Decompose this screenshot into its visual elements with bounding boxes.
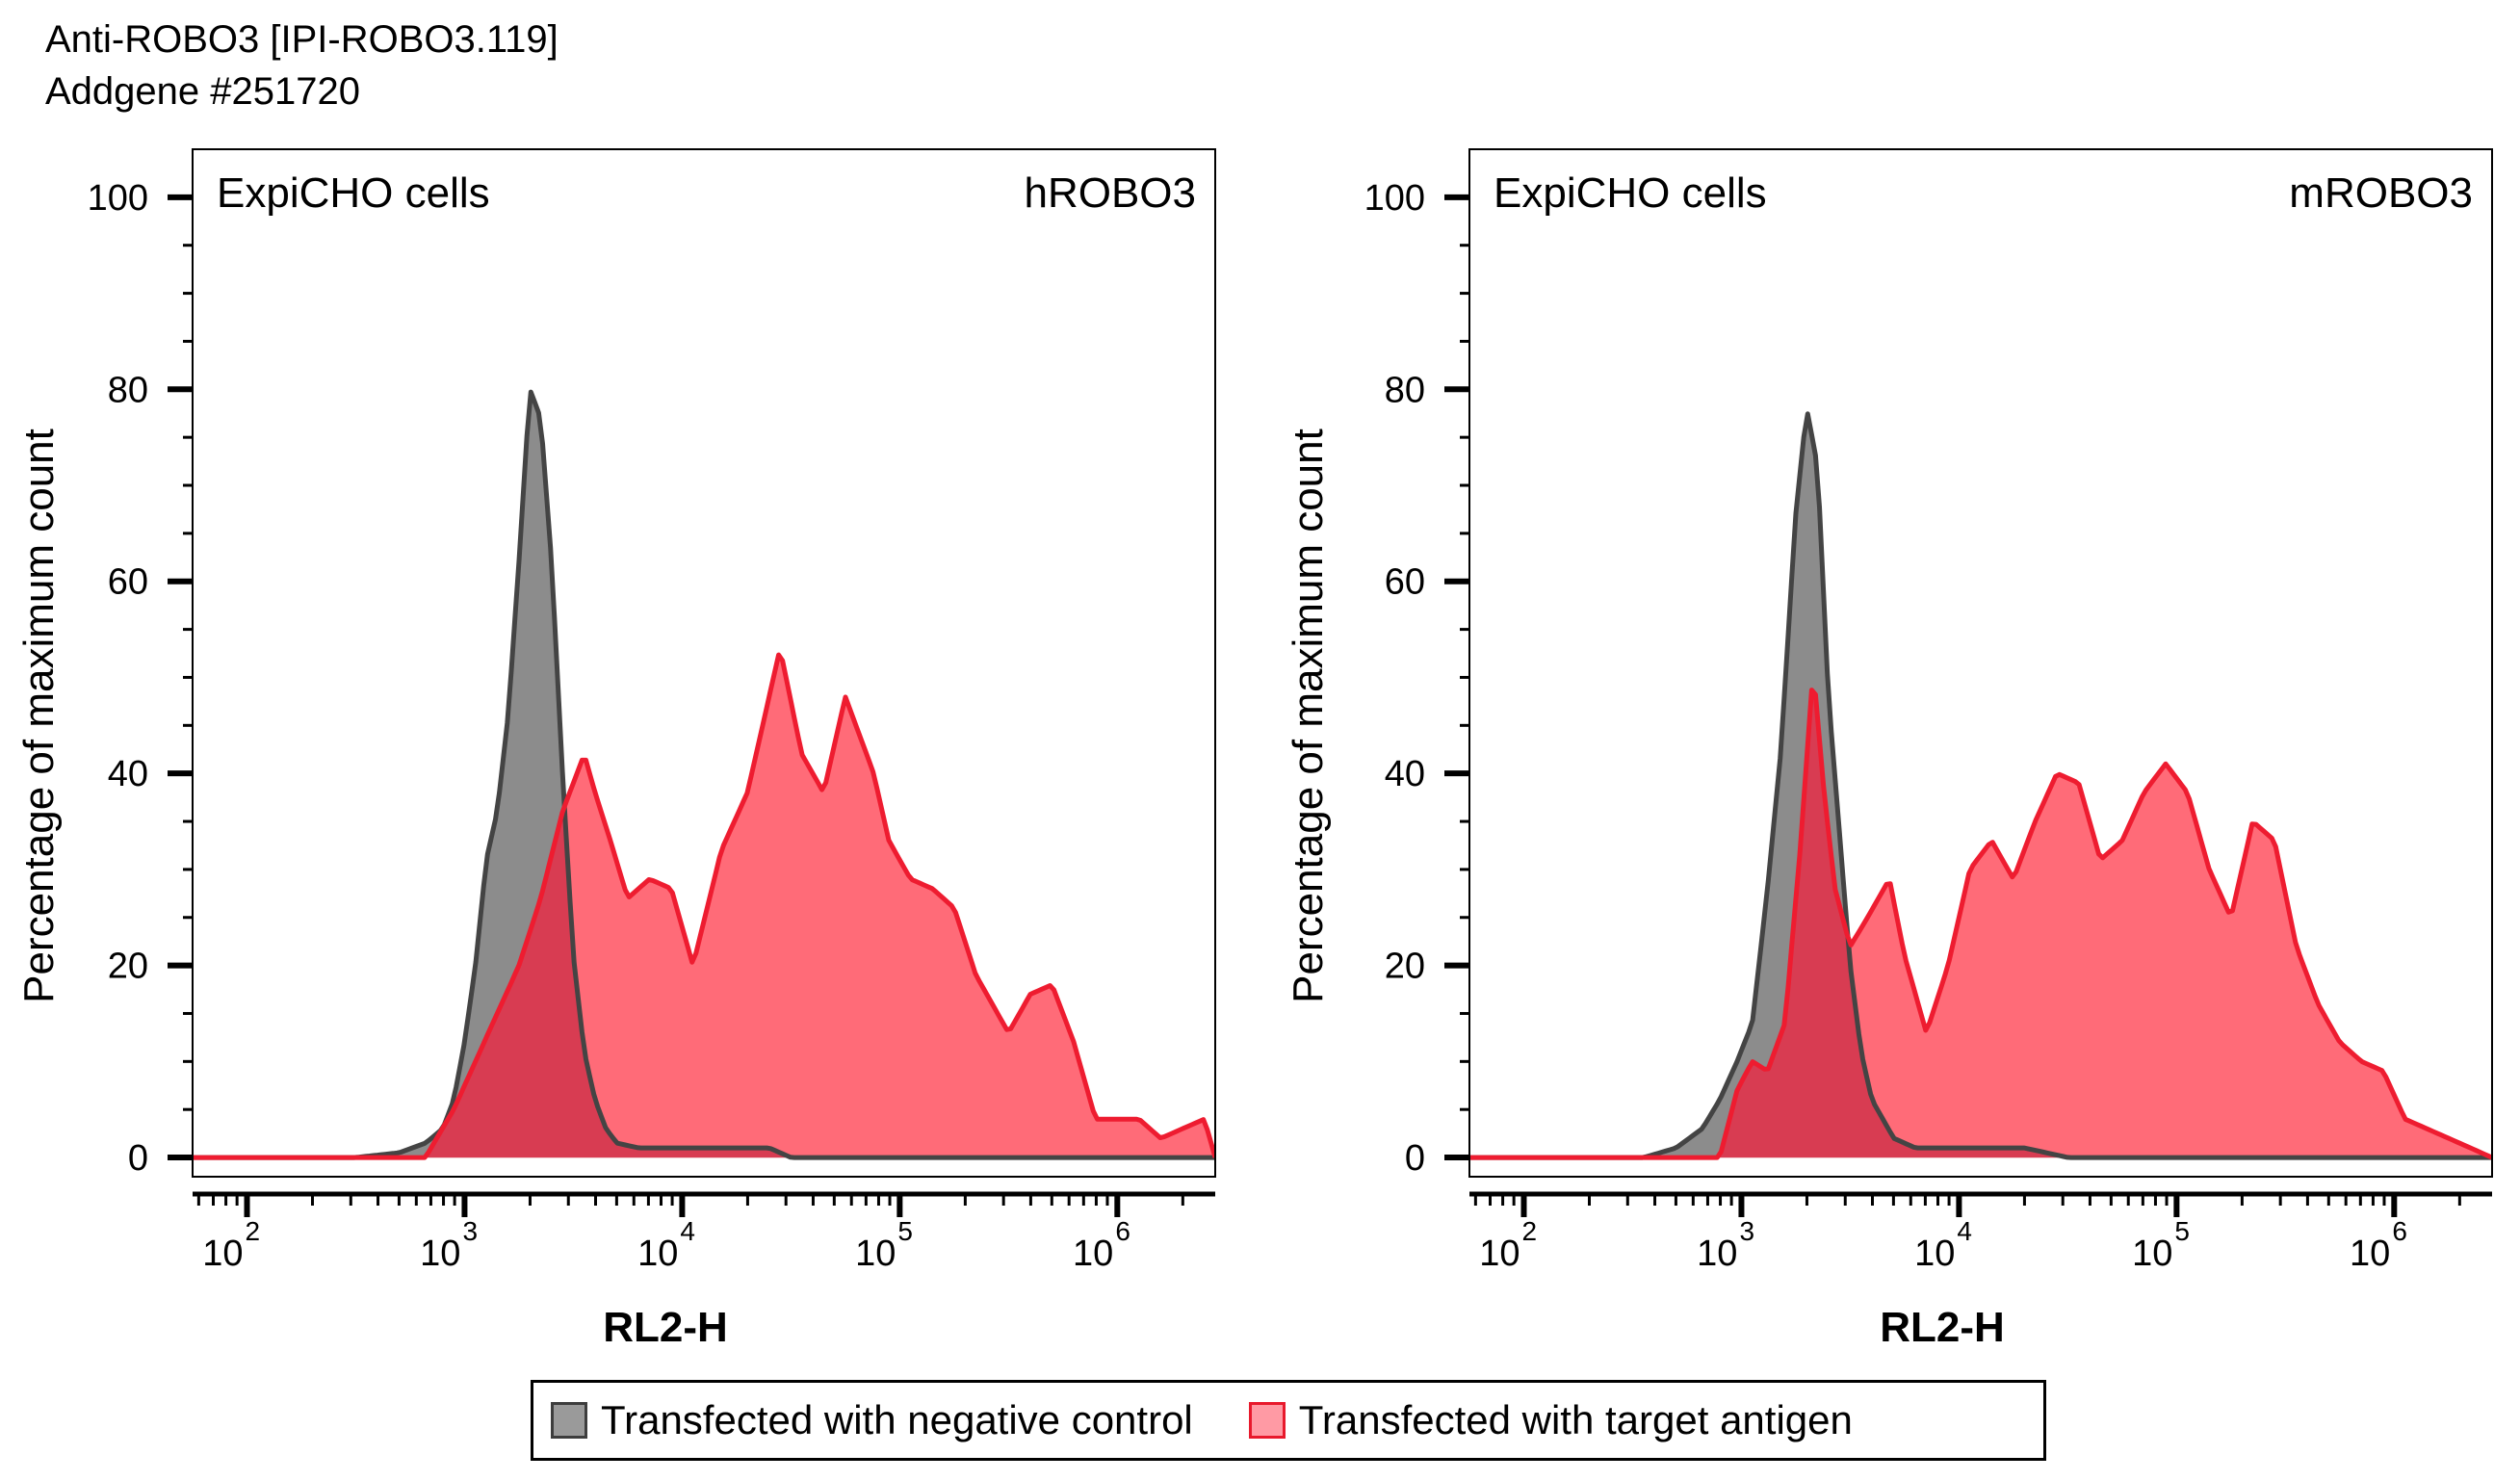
- series-target-line: [193, 652, 1215, 1160]
- panel-1: 020406080100102103104105106RL2-HPercenta…: [15, 148, 1216, 1351]
- x-tick-label: 10: [2350, 1234, 2390, 1274]
- panel-2: 020406080100102103104105106RL2-HPercenta…: [1285, 148, 2493, 1351]
- x-tick-exponent: 5: [2174, 1216, 2190, 1246]
- y-tick-label: 60: [108, 562, 148, 603]
- x-tick-label: 10: [1914, 1234, 1955, 1274]
- y-tick-label: 80: [1385, 370, 1425, 410]
- x-tick-label: 10: [637, 1234, 678, 1274]
- chart-area: 020406080100102103104105106RL2-HPercenta…: [15, 148, 2493, 1351]
- y-tick-label: 20: [1385, 947, 1425, 987]
- x-tick-label: 10: [855, 1234, 896, 1274]
- x-tick-exponent: 5: [897, 1216, 913, 1246]
- x-tick-label: 10: [420, 1234, 460, 1274]
- legend-label-control: Transfected with negative control: [601, 1397, 1193, 1442]
- series-target-fill: [193, 655, 1215, 1158]
- series-target-fill: [1469, 689, 2492, 1158]
- x-tick-label: 10: [1479, 1234, 1520, 1274]
- x-tick-exponent: 3: [462, 1216, 478, 1246]
- y-tick-label: 80: [108, 370, 148, 410]
- y-tick-label: 20: [108, 947, 148, 987]
- y-tick-label: 40: [108, 754, 148, 794]
- x-tick-label: 10: [1073, 1234, 1113, 1274]
- x-tick-exponent: 4: [680, 1216, 695, 1246]
- x-tick-exponent: 4: [1957, 1216, 1972, 1246]
- legend-item-control: Transfected with negative control: [551, 1397, 1193, 1443]
- x-tick-label: 10: [1697, 1234, 1737, 1274]
- plot-frame: [192, 148, 1216, 1178]
- x-tick-exponent: 6: [2392, 1216, 2407, 1246]
- legend-swatch-target: [1248, 1402, 1286, 1439]
- x-tick-label: 10: [202, 1234, 243, 1274]
- series-target-line: [1469, 688, 2492, 1160]
- y-axis-title: Percentage of maximum count: [1285, 429, 1332, 1003]
- legend: Transfected with negative control Transf…: [531, 1380, 2046, 1461]
- plot-series-2: [1469, 411, 2492, 1160]
- x-tick-label: 10: [2132, 1234, 2172, 1274]
- y-tick-label: 0: [128, 1138, 148, 1179]
- panel-label-cells: ExpiCHO cells: [1494, 169, 1767, 217]
- y-tick-label: 100: [1364, 178, 1425, 219]
- plot-series-1: [193, 389, 1215, 1160]
- x-tick-exponent: 2: [1521, 1216, 1537, 1246]
- panel-label-target: mROBO3: [2289, 169, 2473, 217]
- y-axis-title: Percentage of maximum count: [15, 429, 63, 1003]
- figure-title-line1: Anti-ROBO3 [IPI-ROBO3.119]: [45, 18, 559, 61]
- y-tick-label: 40: [1385, 754, 1425, 794]
- legend-item-target: Transfected with target antigen: [1248, 1397, 1853, 1443]
- figure-title-line2: Addgene #251720: [45, 70, 360, 113]
- panel-label-target: hROBO3: [1024, 169, 1196, 217]
- x-axis-title: RL2-H: [603, 1304, 728, 1351]
- legend-swatch-control: [551, 1402, 587, 1439]
- x-axis-title: RL2-H: [1880, 1304, 2005, 1351]
- plot-frame: [1468, 148, 2493, 1178]
- y-tick-label: 0: [1405, 1138, 1425, 1179]
- y-tick-label: 60: [1385, 562, 1425, 603]
- x-tick-exponent: 2: [245, 1216, 260, 1246]
- legend-label-target: Transfected with target antigen: [1298, 1397, 1853, 1442]
- figure-title: Anti-ROBO3 [IPI-ROBO3.119] Addgene #2517…: [45, 13, 559, 117]
- panel-label-cells: ExpiCHO cells: [217, 169, 490, 217]
- x-tick-exponent: 3: [1739, 1216, 1754, 1246]
- x-tick-exponent: 6: [1115, 1216, 1130, 1246]
- y-tick-label: 100: [88, 178, 148, 219]
